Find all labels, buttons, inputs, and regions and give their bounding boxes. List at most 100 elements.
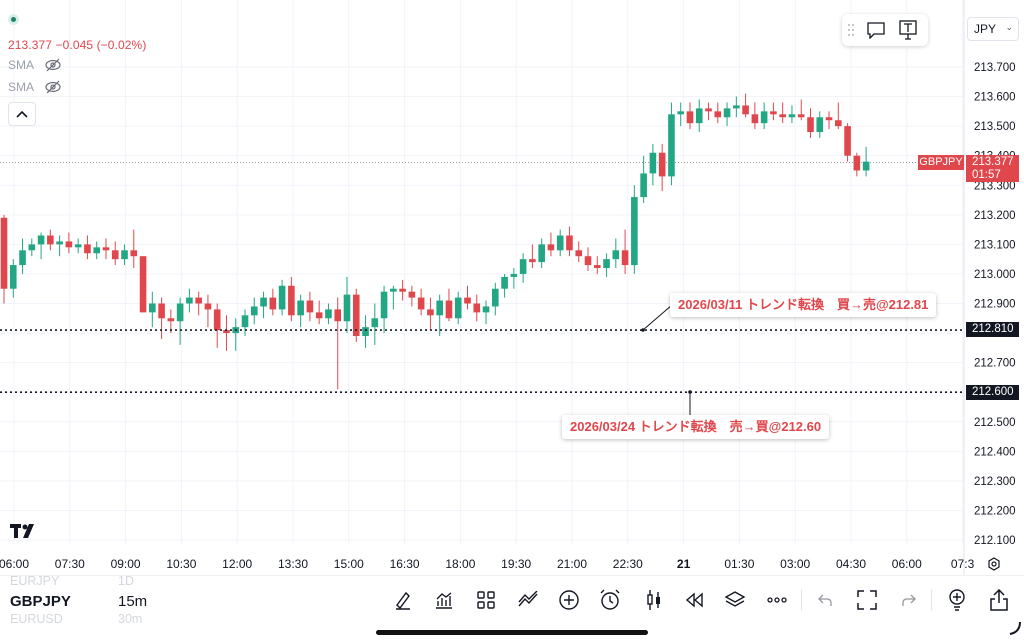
candle-body bbox=[0, 217, 8, 289]
bar-countdown: 01:57 bbox=[972, 169, 1001, 181]
currency-value: JPY bbox=[974, 22, 997, 36]
redo-icon[interactable] bbox=[895, 586, 923, 614]
candle-body bbox=[677, 111, 685, 115]
x-tick-label: 22:30 bbox=[613, 557, 643, 571]
candle-body bbox=[538, 244, 545, 263]
candle-body bbox=[631, 197, 638, 266]
last-price-value: 213.377 bbox=[972, 156, 1014, 168]
candle-body bbox=[195, 297, 202, 304]
candle-body bbox=[269, 297, 277, 310]
eye-hidden-icon[interactable] bbox=[44, 80, 62, 94]
x-tick-label: 21:00 bbox=[557, 557, 587, 571]
candle-body bbox=[380, 291, 388, 319]
candle-body bbox=[482, 306, 490, 313]
candle-body bbox=[603, 259, 610, 269]
timeframe[interactable]: 15m bbox=[118, 593, 148, 610]
replay-icon[interactable] bbox=[680, 586, 708, 614]
share-icon[interactable] bbox=[985, 586, 1013, 614]
x-tick-label: 15:00 bbox=[334, 557, 364, 571]
candle-body bbox=[797, 114, 805, 118]
candle-body bbox=[584, 256, 592, 266]
candle-body bbox=[668, 114, 675, 177]
legend-price: 213.377 bbox=[8, 38, 53, 52]
candle-body bbox=[529, 259, 536, 263]
indicators-icon[interactable] bbox=[430, 586, 458, 614]
x-tick-label: 03:00 bbox=[780, 557, 810, 571]
collapse-legend-button[interactable] bbox=[8, 102, 36, 126]
candle-body bbox=[121, 250, 128, 260]
annotation-callout-1[interactable]: 2026/03/11 トレンド転換 買→売@212.81 bbox=[670, 293, 937, 317]
y-tick-label: 212.100 bbox=[974, 535, 1016, 547]
toolbar-divider bbox=[931, 590, 932, 610]
y-tick-label: 213.200 bbox=[974, 210, 1016, 222]
candle-body bbox=[139, 256, 147, 313]
x-tick-label: 12:00 bbox=[222, 557, 252, 571]
candle-body bbox=[658, 152, 666, 177]
more-icon[interactable] bbox=[763, 586, 791, 614]
eye-hidden-icon[interactable] bbox=[44, 58, 62, 72]
layers-icon[interactable] bbox=[721, 586, 749, 614]
candle-body bbox=[575, 250, 583, 257]
candle-body bbox=[714, 111, 722, 118]
candle-body bbox=[760, 111, 768, 124]
comment-icon bbox=[867, 21, 885, 39]
symbol-name[interactable]: GBPJPY bbox=[10, 593, 71, 610]
candle-body bbox=[825, 117, 833, 121]
chart-legend bbox=[8, 14, 19, 28]
legend-price-row: 213.377 −0.045 (−0.02%) bbox=[8, 38, 146, 52]
y-tick-label: 212.300 bbox=[974, 476, 1016, 488]
candle-body bbox=[93, 247, 100, 254]
grid-icon[interactable] bbox=[472, 586, 500, 614]
add-icon[interactable] bbox=[555, 586, 583, 614]
drag-handle-icon[interactable] bbox=[842, 24, 860, 36]
x-tick-label: 21 bbox=[677, 557, 691, 571]
x-tick-label: 07:3 bbox=[951, 557, 975, 571]
candle-body bbox=[250, 306, 258, 316]
chevron-up-icon bbox=[16, 110, 28, 118]
text-tool-icon bbox=[899, 20, 917, 40]
candle-body bbox=[649, 152, 657, 174]
alarm-icon[interactable] bbox=[596, 586, 624, 614]
price-chart[interactable]: 213.700213.600213.500213.400213.300213.2… bbox=[0, 0, 1024, 575]
x-tick-label: 01:30 bbox=[724, 557, 754, 571]
candle-body bbox=[204, 303, 212, 310]
watchlist-next-timeframe: 30m bbox=[118, 612, 143, 626]
hline-price-label-2[interactable]: 212.600 bbox=[966, 385, 1019, 400]
watchlist-prev-timeframe: 1D bbox=[118, 574, 134, 588]
candle-body bbox=[816, 117, 824, 133]
watchlist-next-symbol[interactable]: EURUSD bbox=[10, 612, 63, 626]
toolbar-divider bbox=[801, 590, 802, 610]
currency-select[interactable]: JPY ⌄ bbox=[967, 17, 1019, 41]
candle-body bbox=[473, 303, 481, 313]
fullscreen-icon[interactable] bbox=[853, 586, 881, 614]
watchlist-prev-symbol[interactable]: EURJPY bbox=[10, 574, 60, 588]
candle-body bbox=[325, 309, 332, 319]
candle-body bbox=[278, 285, 286, 310]
text-tool-button[interactable] bbox=[892, 14, 924, 46]
chart-settings-button[interactable] bbox=[985, 555, 1003, 573]
drawing-tools-icon[interactable] bbox=[514, 586, 542, 614]
y-tick-label: 213.700 bbox=[974, 62, 1016, 74]
y-tick-label: 213.300 bbox=[974, 180, 1016, 192]
hline-price-label-1[interactable]: 212.810 bbox=[966, 322, 1019, 337]
undo-icon[interactable] bbox=[811, 586, 839, 614]
x-tick-label: 04:30 bbox=[836, 557, 866, 571]
candle-body bbox=[733, 105, 740, 109]
idea-icon[interactable] bbox=[943, 586, 971, 614]
pen-icon[interactable] bbox=[389, 586, 417, 614]
candle-body bbox=[779, 114, 786, 118]
candle-body bbox=[186, 297, 193, 304]
y-tick-label: 212.400 bbox=[974, 446, 1016, 458]
candle-type-icon[interactable] bbox=[640, 586, 668, 614]
indicator-sma-1[interactable]: SMA bbox=[8, 58, 62, 72]
candle-body bbox=[19, 250, 26, 266]
candle-body bbox=[436, 300, 443, 316]
x-tick-label: 16:30 bbox=[390, 557, 420, 571]
candle-body bbox=[501, 276, 508, 289]
annotation-callout-2[interactable]: 2026/03/24 トレンド転換 売→買@212.60 bbox=[562, 415, 830, 439]
candle-body bbox=[686, 111, 694, 124]
candle-body bbox=[742, 105, 749, 115]
indicator-sma-2[interactable]: SMA bbox=[8, 80, 62, 94]
x-tick-label: 13:30 bbox=[278, 557, 308, 571]
comment-button[interactable] bbox=[860, 14, 892, 46]
